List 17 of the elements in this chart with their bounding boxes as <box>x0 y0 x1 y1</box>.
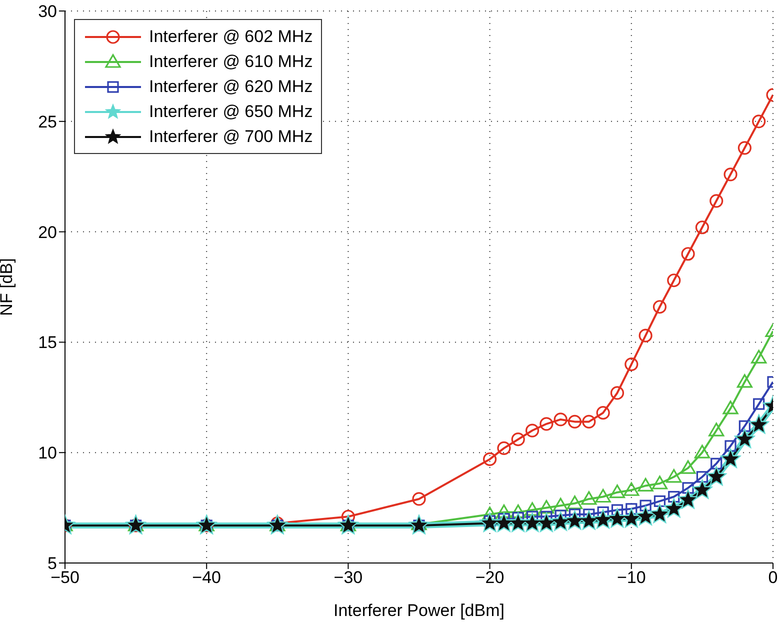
legend-label: Interferer @ 602 MHz <box>149 26 313 46</box>
y-tick-label: 30 <box>38 2 57 22</box>
y-tick-label: 20 <box>38 222 57 242</box>
x-tick-label: −10 <box>616 568 646 588</box>
x-tick-label: 0 <box>768 568 778 588</box>
x-axis-title: Interferer Power [dBm] <box>333 601 505 620</box>
x-tick-label: −30 <box>334 568 363 588</box>
x-tick-label: −40 <box>192 568 222 588</box>
legend-label: Interferer @ 700 MHz <box>149 126 313 146</box>
x-tick-label: −20 <box>475 568 504 588</box>
y-tick-label: 25 <box>38 112 57 132</box>
y-tick-label: 10 <box>38 444 57 463</box>
legend-label: Interferer @ 620 MHz <box>149 76 313 96</box>
y-axis-title: NF [dB] <box>0 258 16 316</box>
legend-label: Interferer @ 610 MHz <box>149 52 313 72</box>
y-tick-label: 15 <box>38 333 57 352</box>
legend-label: Interferer @ 650 MHz <box>149 102 313 122</box>
